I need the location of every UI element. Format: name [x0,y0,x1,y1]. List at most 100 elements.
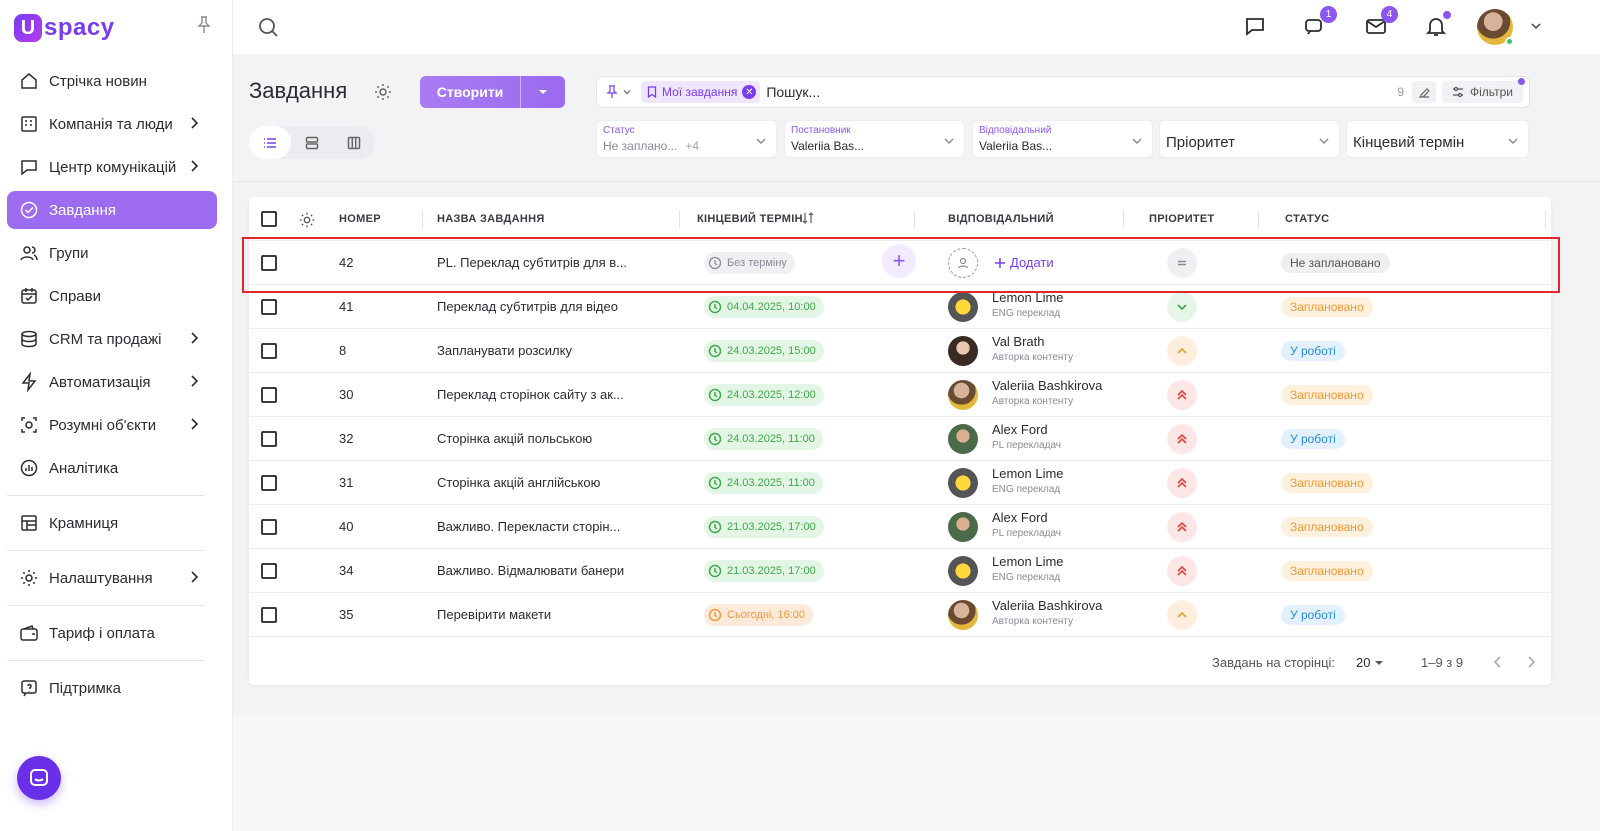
chip-remove-button[interactable]: ✕ [742,85,757,99]
avatar[interactable] [948,512,978,542]
status-badge[interactable]: У роботі [1281,341,1345,361]
avatar[interactable] [948,292,978,322]
status-filter[interactable]: Статус Не заплано... +4 [596,120,777,158]
filters-button[interactable]: Фільтри [1442,78,1525,103]
author-filter[interactable]: Постановник Valeriia Bas... [784,120,965,158]
priority-high-icon[interactable] [1167,556,1197,586]
status-badge[interactable]: Заплановано [1281,297,1373,317]
priority-high-icon[interactable] [1167,468,1197,498]
sort-desc-icon[interactable] [801,211,815,225]
status-badge[interactable]: У роботі [1281,429,1345,449]
status-badge[interactable]: Заплановано [1281,385,1373,405]
per-page-select[interactable]: 20 [1356,655,1384,670]
mail-icon[interactable]: 4 [1364,6,1398,38]
avatar[interactable] [948,600,978,630]
sidebar-item-2[interactable]: Компанія та люди [7,105,217,143]
priority-normal-icon[interactable] [1167,248,1197,278]
sidebar-item-4[interactable]: Завдання [7,191,217,229]
deadline-badge[interactable]: 04.04.2025, 10:00 [704,296,824,318]
task-name[interactable]: Важливо. Відмалювати банери [437,563,625,578]
sidebar-item-8[interactable]: Автоматизація [7,363,217,401]
sidebar-item-12[interactable]: Налаштування [7,559,217,597]
assignee-name[interactable]: Val Brath [992,334,1045,349]
sidebar-item-14[interactable]: Підтримка [7,669,217,707]
header-priority[interactable]: ПРІОРИТЕТ [1149,213,1215,225]
my-tasks-chip[interactable]: Мої завдання ✕ [641,81,761,103]
kanban-view-button[interactable] [333,126,375,159]
priority-high-icon[interactable] [1167,380,1197,410]
table-row[interactable]: 32 Сторінка акцій польською 24.03.2025, 11… [249,417,1551,461]
sidebar-item-6[interactable]: Справи [7,277,217,315]
bell-icon[interactable] [1424,11,1451,38]
row-checkbox[interactable] [261,255,277,271]
table-row[interactable]: 30 Переклад сторінок сайту з ак... 24.03.2… [249,373,1551,417]
row-checkbox[interactable] [261,431,277,447]
status-badge[interactable]: У роботі [1281,605,1345,625]
add-assignee-button[interactable]: Додати [994,255,1054,270]
table-row-new[interactable]: 42 PL. Переклад субтитрів для в... Без т… [249,241,1551,285]
header-deadline[interactable]: КІНЦЕВИЙ ТЕРМІН [697,213,803,225]
clear-filters-button[interactable] [1412,81,1437,103]
create-dropdown-toggle[interactable] [521,86,565,98]
row-checkbox[interactable] [261,343,277,359]
column-settings-icon[interactable] [298,211,316,229]
gear-icon[interactable] [373,82,393,102]
messages-icon[interactable] [1243,14,1267,38]
avatar[interactable] [948,556,978,586]
deadline-badge[interactable]: Без терміну [704,252,795,274]
chat-notifications-icon[interactable]: 1 [1303,6,1337,38]
add-deadline-button[interactable]: + [882,244,916,278]
table-row[interactable]: 40 Важливо. Перекласти сторін... 21.03.202… [249,505,1551,549]
task-name[interactable]: Переклад субтитрів для відео [437,299,618,314]
row-checkbox[interactable] [261,607,277,623]
row-checkbox[interactable] [261,299,277,315]
card-view-button[interactable] [291,126,333,159]
task-name[interactable]: Сторінка акцій польською [437,431,593,446]
logo[interactable]: U spacy [14,12,115,44]
row-checkbox[interactable] [261,387,277,403]
assignee-name[interactable]: Lemon Lime [992,466,1064,481]
assignee-name[interactable]: Lemon Lime [992,290,1064,305]
table-row[interactable]: 41 Переклад субтитрів для відео 04.04.2025… [249,285,1551,329]
chevron-down-icon[interactable] [1529,19,1543,33]
assignee-name[interactable]: Lemon Lime [992,554,1064,569]
assignee-filter[interactable]: Відповідальний Valeriia Bas... [972,120,1153,158]
deadline-badge[interactable]: 24.03.2025, 11:00 [704,428,823,450]
header-name[interactable]: НАЗВА ЗАВДАННЯ [437,213,545,225]
priority-low-icon[interactable] [1167,292,1197,322]
search-input[interactable] [766,84,1398,100]
assignee-name[interactable]: Alex Ford [992,422,1048,437]
pin-icon[interactable] [197,16,211,34]
assignee-name[interactable]: Valeriia Bashkirova [992,378,1103,393]
status-badge[interactable]: Заплановано [1281,473,1373,493]
avatar[interactable] [948,468,978,498]
help-chat-button[interactable] [17,756,61,800]
deadline-badge[interactable]: 21.03.2025, 17:00 [704,516,824,538]
priority-med-icon[interactable] [1167,336,1197,366]
sidebar-item-1[interactable]: Стрічка новин [7,62,217,100]
task-name[interactable]: Запланувати розсилку [437,343,572,358]
sidebar-item-13[interactable]: Тариф і оплата [7,614,217,652]
task-name[interactable]: Сторінка акцій англійською [437,475,601,490]
deadline-badge[interactable]: 24.03.2025, 15:00 [704,340,824,362]
avatar[interactable] [948,380,978,410]
search-icon[interactable] [257,16,279,38]
sidebar-item-10[interactable]: Аналітика [7,449,217,487]
task-name[interactable]: Важливо. Перекласти сторін... [437,519,621,534]
avatar[interactable] [948,424,978,454]
deadline-badge[interactable]: 21.03.2025, 17:00 [704,560,824,582]
sidebar-item-7[interactable]: CRM та продажі [7,320,217,358]
sidebar-item-11[interactable]: Крамниця [7,504,217,542]
deadline-badge[interactable]: Сьогодні, 16:00 [704,604,814,626]
deadline-filter[interactable]: Кінцевий термін [1346,120,1529,158]
sidebar-item-3[interactable]: Центр комунікацій [7,148,217,186]
row-checkbox[interactable] [261,563,277,579]
chevron-left-icon[interactable] [1491,655,1505,669]
sidebar-item-9[interactable]: Розумні об'єкти [7,406,217,444]
priority-filter[interactable]: Пріоритет [1159,120,1340,158]
priority-med-icon[interactable] [1167,600,1197,630]
list-view-button[interactable] [249,126,291,159]
create-button[interactable]: Створити [420,76,565,108]
pinned-filter-toggle[interactable] [597,85,641,99]
task-name[interactable]: Переклад сторінок сайту з ак... [437,387,624,402]
